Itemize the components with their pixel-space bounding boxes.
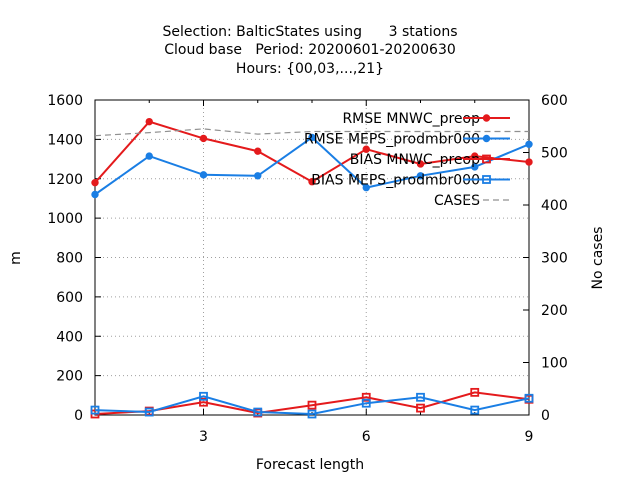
legend-marker (482, 175, 491, 184)
legend-label: RMSE MEPS_prodmbr000 (304, 132, 480, 148)
series (90, 117, 534, 419)
y2-tick-label: 200 (541, 303, 568, 319)
data-point-bias-meps-prodmbr000 (361, 398, 371, 408)
data-point-rmse-mnwc-preop (362, 145, 370, 153)
series-rmse-meps-prodmbr000 (91, 133, 533, 199)
data-point-bias-meps-prodmbr000 (307, 409, 317, 419)
chart-title-line3: Hours: {00,03,...,21} (236, 61, 384, 77)
legend-marker (482, 154, 491, 164)
data-point-rmse-mnwc-preop (199, 134, 208, 143)
chart-title-line1: Selection: BalticStates using 3 stations (163, 24, 458, 40)
data-point-rmse-meps-prodmbr000 (362, 183, 370, 192)
data-point-bias-meps-prodmbr000 (90, 405, 100, 415)
data-point-rmse-meps-prodmbr000 (416, 172, 425, 180)
data-point-rmse-meps-prodmbr000 (308, 133, 316, 142)
series-cases (94, 128, 529, 137)
y2-tick-label: 0 (541, 408, 550, 424)
data-point-rmse-meps-prodmbr000 (525, 140, 533, 148)
legend-label: BIAS MNWC_preop (350, 152, 480, 168)
data-point-rmse-mnwc-preop (254, 147, 262, 155)
y2-tick-label: 500 (541, 146, 568, 162)
y2-tick-label: 400 (541, 198, 568, 214)
series-line-bias-meps-prodmbr000 (94, 395, 530, 416)
y-tick-label: 200 (56, 369, 83, 385)
legend: RMSE MNWC_preop RMSE MEPS_prodmbr000 BIAS … (304, 111, 510, 209)
data-point-rmse-meps-prodmbr000 (91, 190, 99, 199)
legend-label: RMSE MNWC_preop (342, 111, 480, 127)
series-line-bias-mnwc-preop (94, 391, 530, 415)
data-point-rmse-meps-prodmbr000 (254, 172, 262, 180)
data-point-bias-mnwc-preop (361, 392, 371, 402)
data-point-rmse-mnwc-preop (308, 178, 316, 186)
data-point-bias-meps-prodmbr000 (199, 391, 208, 401)
data-point-rmse-meps-prodmbr000 (199, 171, 208, 179)
data-point-rmse-mnwc-preop (525, 158, 533, 166)
data-point-bias-mnwc-preop (307, 400, 317, 410)
legend-label: CASES (434, 193, 480, 209)
data-point-bias-meps-prodmbr000 (524, 393, 534, 403)
legend-marker (482, 114, 491, 122)
y-tick-label: 600 (56, 290, 83, 306)
x-tick-label: 6 (362, 429, 371, 445)
x-axis-label: Forecast length (256, 457, 364, 473)
y-tick-label: 1600 (47, 93, 83, 109)
data-point-bias-mnwc-preop (199, 397, 208, 407)
y2-tick-label: 100 (541, 356, 568, 372)
data-point-rmse-mnwc-preop (145, 117, 153, 126)
data-point-bias-meps-prodmbr000 (144, 407, 154, 417)
series-bias-meps-prodmbr000 (90, 391, 534, 419)
y2-axis-label: No cases (590, 227, 606, 290)
y-tick-label: 800 (56, 251, 83, 267)
series-line-cases (94, 128, 529, 137)
y2-tick-label: 300 (541, 251, 568, 267)
y-tick-label: 1400 (47, 132, 83, 148)
data-point-rmse-mnwc-preop (91, 178, 99, 187)
data-point-rmse-meps-prodmbr000 (471, 163, 479, 171)
data-point-bias-mnwc-preop (470, 387, 480, 397)
data-point-bias-meps-prodmbr000 (253, 407, 263, 417)
x-tick-label: 3 (199, 429, 208, 445)
legend-label: BIAS MEPS_prodmbr000 (311, 173, 480, 189)
y2-tick-label: 600 (541, 93, 568, 109)
data-point-bias-meps-prodmbr000 (416, 392, 425, 402)
data-point-bias-meps-prodmbr000 (470, 405, 480, 415)
legend-marker (482, 134, 491, 143)
y-tick-label: 1000 (47, 211, 83, 227)
y-tick-label: 0 (74, 408, 83, 424)
data-point-bias-mnwc-preop (416, 403, 425, 413)
y-tick-label: 1200 (47, 172, 83, 188)
y-tick-label: 400 (56, 329, 83, 345)
series-rmse-mnwc-preop (91, 117, 533, 187)
y-axis-label: m (8, 251, 24, 265)
data-point-rmse-meps-prodmbr000 (145, 152, 153, 160)
x-tick-label: 9 (525, 429, 534, 445)
axis-ticks: 0 200 400 600 800 1000 1200 1400 1600 0 100 200 300 4… (47, 93, 567, 445)
data-point-rmse-mnwc-preop (416, 160, 425, 168)
chart-title-line2: Cloud base Period: 20200601-20200630 (164, 42, 456, 58)
